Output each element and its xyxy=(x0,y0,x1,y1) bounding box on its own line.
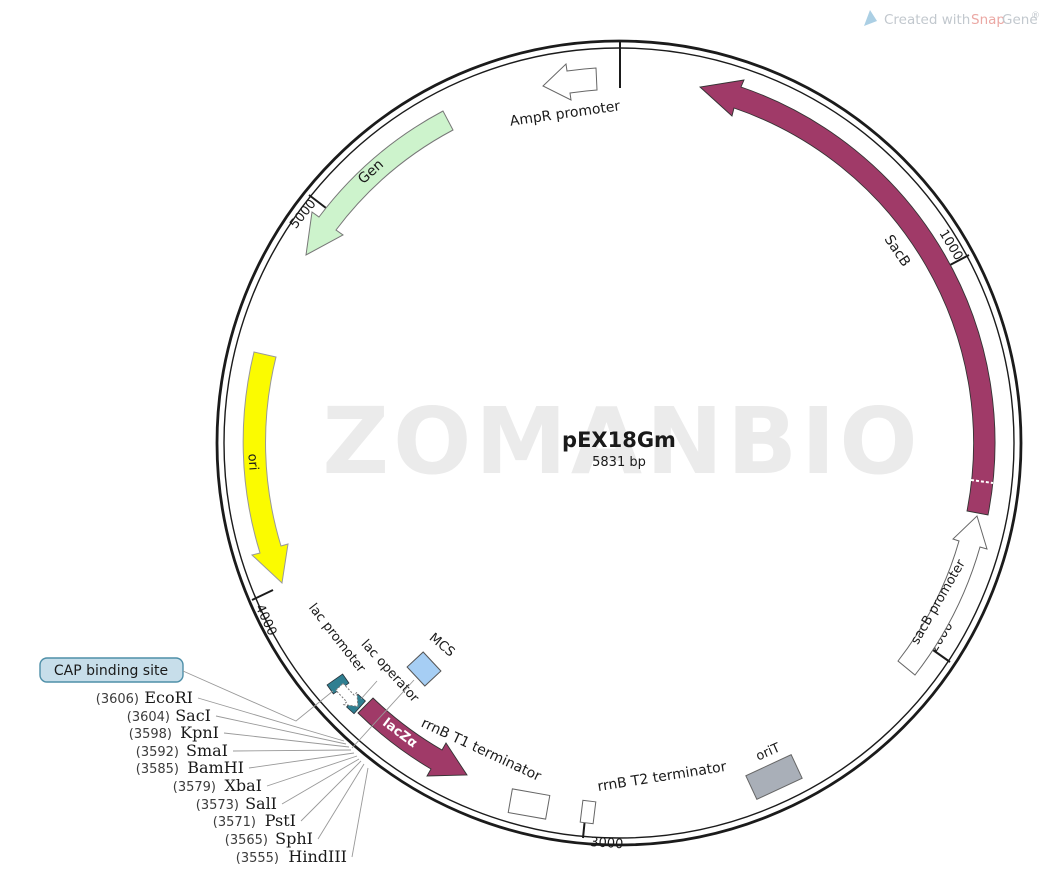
site-name-ecori: EcoRI xyxy=(144,688,193,707)
ori-feature-arc xyxy=(242,351,289,585)
callout-line-saci xyxy=(215,715,347,745)
cap-binding-site-label-box xyxy=(39,657,184,683)
lacza-feature-arc xyxy=(357,697,468,777)
rrnb-t2-terminator-label: rrnB T2 terminator xyxy=(596,759,727,795)
callout-line-smai xyxy=(232,749,352,752)
mcs-callout-line xyxy=(351,679,415,749)
site-name-xbai: XbaI xyxy=(225,776,263,795)
rrnb-t2-terminator-box xyxy=(579,799,597,825)
backbone-ring-outer xyxy=(215,39,1023,847)
tick-1000 xyxy=(949,254,970,266)
site-pos-xbai: (3579) xyxy=(173,780,216,795)
lac-promoter-label: lac promoter xyxy=(305,601,368,676)
plasmid-name: pEX18Gm xyxy=(562,428,676,452)
cap-binding-site-label: CAP binding site xyxy=(54,663,168,679)
tick-label-3000: 3000 xyxy=(590,835,624,852)
callout-line-sali xyxy=(281,758,360,805)
cap-binding-site-callout-line xyxy=(182,670,334,722)
sacb-boundary-separator xyxy=(970,479,994,484)
tick-5000 xyxy=(308,194,327,209)
site-pos-smai: (3592) xyxy=(136,745,179,760)
callout-line-bamhi xyxy=(248,752,355,769)
credit-registered-mark: ® xyxy=(1031,11,1040,21)
rrnb-t1-terminator-box xyxy=(507,788,551,820)
site-pos-ecori: (3606) xyxy=(96,692,139,707)
site-name-smai: SmaI xyxy=(186,741,228,760)
orit-box xyxy=(745,753,803,801)
credit-brand-snap: Snap xyxy=(971,12,1005,28)
callout-line-xbai xyxy=(266,755,358,787)
site-pos-kpni: (3598) xyxy=(129,727,172,742)
tick-2000 xyxy=(932,649,951,663)
lac-promoter-arrow xyxy=(335,682,359,708)
mcs-label: MCS xyxy=(426,630,458,660)
ampr-promoter-arrow xyxy=(542,62,598,101)
tick-label-4000: 4000 xyxy=(252,602,280,638)
ampr-promoter-label: AmpR promoter xyxy=(509,98,622,129)
site-name-kpni: KpnI xyxy=(180,723,219,742)
watermark-text: ZOMANBIO xyxy=(322,388,921,495)
site-name-hindiii: HindIII xyxy=(288,847,347,866)
plasmid-size: 5831 bp xyxy=(592,455,646,470)
snapgene-logo-icon xyxy=(864,10,877,26)
sacb-promoter-arrow xyxy=(897,515,988,676)
site-pos-bamhi: (3585) xyxy=(136,762,179,777)
callout-line-psti xyxy=(300,760,362,822)
site-name-sali: SalI xyxy=(245,794,277,813)
tick-4000 xyxy=(251,589,274,601)
credit-prefix: Created with xyxy=(884,12,970,28)
site-pos-psti: (3571) xyxy=(213,815,256,830)
site-pos-hindiii: (3555) xyxy=(236,851,279,866)
callout-line-sphi xyxy=(317,763,365,840)
site-pos-sali: (3573) xyxy=(196,798,239,813)
callout-line-kpni xyxy=(223,732,350,748)
site-name-bamhi: BamHI xyxy=(187,758,244,777)
ori-label: ori xyxy=(244,453,260,471)
site-name-saci: SacI xyxy=(175,706,211,725)
lac-operator-callout-line xyxy=(360,680,378,700)
callout-line-ecori xyxy=(197,697,345,742)
credit-brand-gene: Gene xyxy=(1002,12,1038,28)
mcs-box xyxy=(406,651,442,687)
gen-feature-arc xyxy=(305,110,454,256)
callout-line-hindiii xyxy=(351,767,369,858)
site-name-psti: PstI xyxy=(265,811,296,830)
site-pos-saci: (3604) xyxy=(127,710,170,725)
site-name-sphi: SphI xyxy=(275,829,313,848)
site-pos-sphi: (3565) xyxy=(225,833,268,848)
sacb-feature-arc xyxy=(699,79,996,516)
